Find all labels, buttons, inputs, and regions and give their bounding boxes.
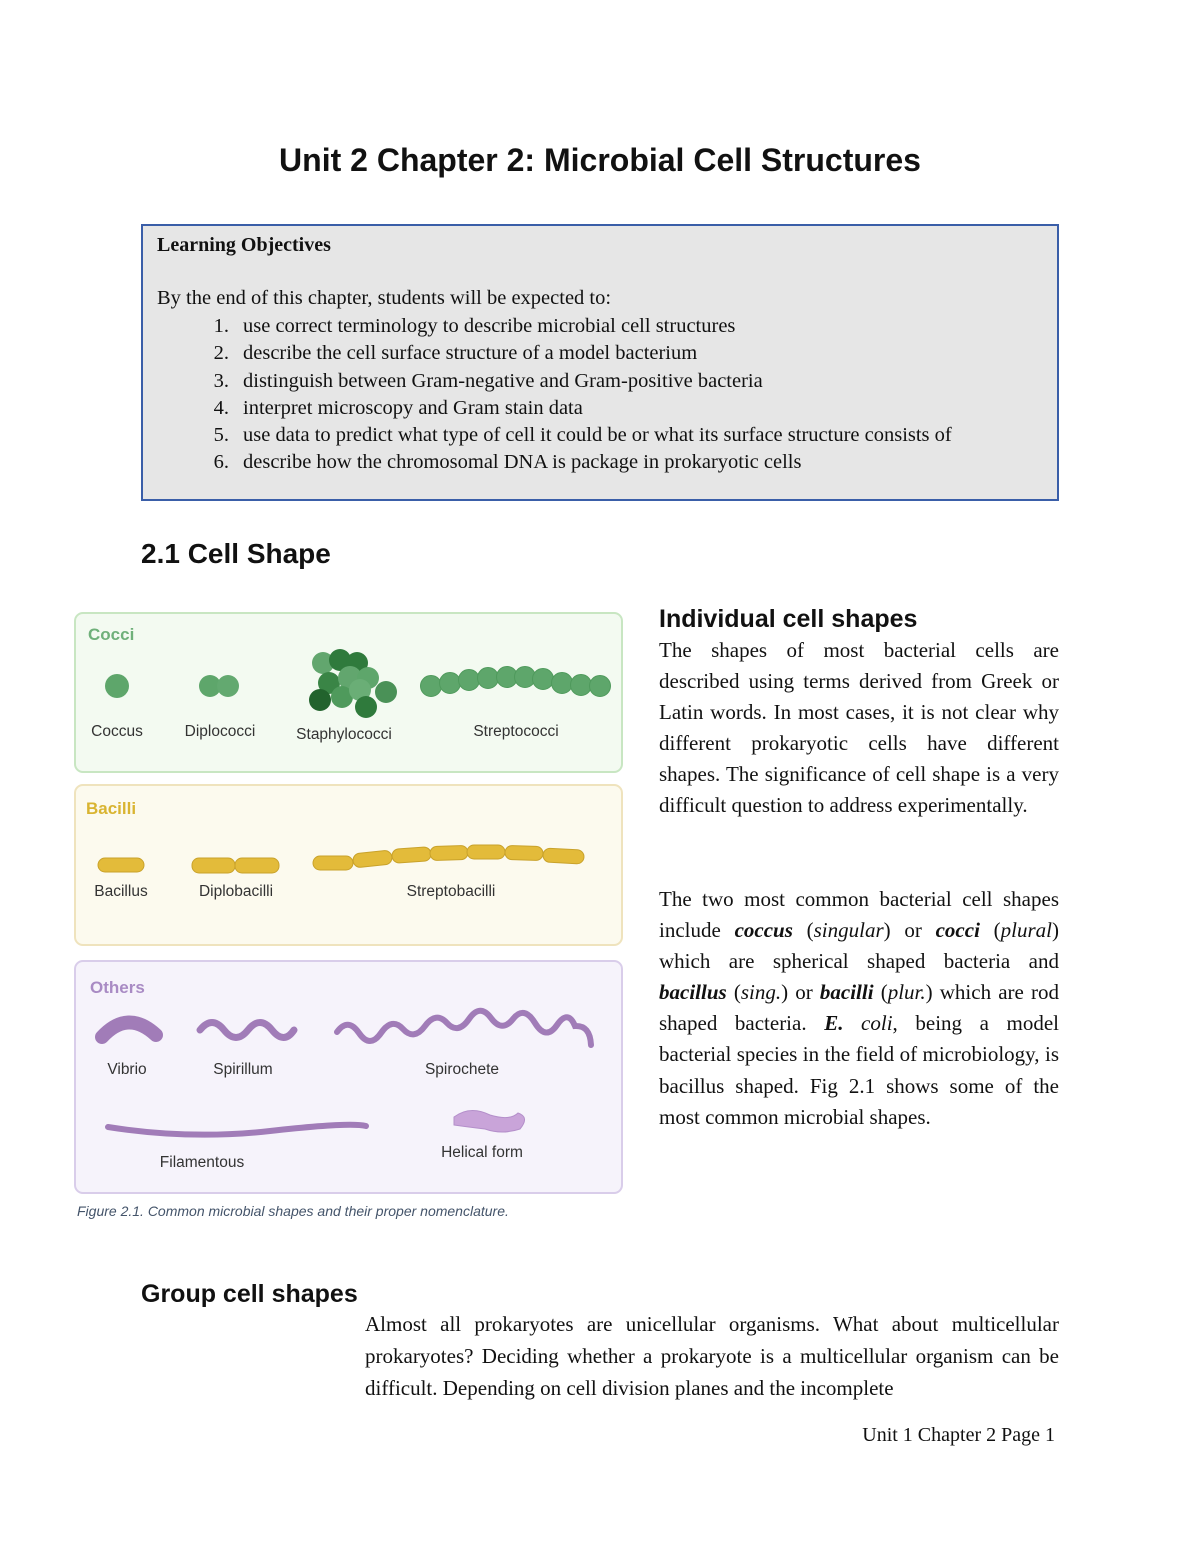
spirochete-label: Spirochete	[425, 1061, 499, 1078]
group-shapes-paragraph: Almost all prokaryotes are unicellular o…	[365, 1312, 1059, 1400]
streptococci-shape	[420, 666, 611, 697]
term-bacillus: bacillus	[659, 980, 727, 1005]
item-text: use data to predict what type of cell it…	[243, 424, 952, 447]
text-run: , being a model bacterial species in the…	[659, 1011, 1060, 1129]
text-run: (	[873, 980, 888, 1005]
staphylococci-shape	[309, 649, 397, 718]
item-text: distinguish between Gram-negative and Gr…	[243, 369, 763, 392]
item-number: 2.	[213, 342, 229, 365]
bacilli-title: Bacilli	[86, 799, 136, 818]
filamentous-label: Filamentous	[160, 1154, 245, 1171]
text-run: sing.	[740, 980, 782, 1005]
text-run: (	[726, 980, 741, 1005]
objectives-heading: Learning Objectives	[157, 234, 331, 256]
others-panel: Others Vibrio Spirillum Spirochete Filam…	[74, 960, 623, 1194]
spirillum-label: Spirillum	[213, 1061, 272, 1078]
individual-shapes-paragraph-1: The shapes of most bacterial cells are d…	[659, 638, 1059, 818]
text-run: The two most common bacterial cell shape…	[659, 887, 1059, 943]
objective-item: 6. describe how the chromosomal DNA is pa…	[157, 449, 952, 476]
text-run: ) which are rod shaped bacteria.	[659, 980, 1059, 1036]
objective-item: 5. use data to predict what type of cell …	[157, 422, 952, 449]
learning-objectives-box: Learning Objectives By the end of this c…	[141, 224, 1059, 501]
text-run: plur.	[887, 980, 926, 1005]
figure-caption: Figure 2.1. Common microbial shapes and …	[77, 1203, 509, 1219]
cocci-panel: Cocci Coccus Diplococci Staphylococci St…	[74, 612, 623, 773]
objectives-list: 1. use correct terminology to describe mi…	[157, 313, 952, 477]
bacilli-panel: Bacilli Bacillus Diplobacilli Streptobac…	[74, 784, 623, 946]
text-run: plural	[1000, 918, 1052, 943]
spirochete-shape	[334, 1007, 594, 1048]
text-run: ) which are spherical shaped bacteria an…	[659, 918, 1059, 974]
text-run	[843, 1011, 861, 1035]
streptobacilli-shape	[312, 844, 585, 871]
term-e: E.	[824, 1011, 844, 1036]
item-text: use correct terminology to describe micr…	[243, 315, 736, 337]
group-shapes-heading: Group cell shapes	[141, 1280, 358, 1308]
staphylococci-label: Staphylococci	[296, 726, 392, 743]
coccus-shape	[105, 674, 129, 698]
item-text: interpret microscopy and Gram stain data	[243, 396, 583, 419]
item-number: 4.	[213, 396, 229, 419]
filamentous-shape	[105, 1121, 369, 1138]
item-text: describe the cell surface structure of a…	[243, 342, 698, 365]
term-bacilli: bacilli	[819, 980, 874, 1005]
streptococci-label: Streptococci	[473, 723, 558, 740]
objective-item: 3. distinguish between Gram-negative and …	[157, 368, 952, 395]
helical-form-label: Helical form	[441, 1144, 523, 1161]
page-title: Unit 2 Chapter 2: Microbial Cell Structu…	[279, 142, 921, 178]
bacillus-shape	[97, 857, 145, 873]
individual-shapes-paragraph-2: The two most common bacterial cell shape…	[659, 884, 1059, 1133]
bacillus-label: Bacillus	[94, 883, 148, 900]
helical-form-shape	[453, 1110, 525, 1133]
diplococci-shape	[199, 675, 239, 697]
item-number: 6.	[213, 451, 229, 474]
streptobacilli-label: Streptobacilli	[407, 883, 496, 900]
objective-item: 4. interpret microscopy and Gram stain da…	[157, 395, 952, 422]
vibrio-label: Vibrio	[107, 1061, 146, 1078]
others-title: Others	[90, 978, 145, 997]
diplobacilli-shape	[191, 857, 280, 874]
cocci-title: Cocci	[88, 625, 134, 644]
figure-microbial-shapes: Cocci Coccus Diplococci Staphylococci St…	[74, 612, 623, 1219]
term-cocci: cocci	[935, 918, 980, 943]
term-coli: coli	[861, 1011, 893, 1036]
text-run: ) or	[781, 980, 820, 1005]
text-run: (	[792, 918, 814, 943]
spirillum-shape	[196, 1019, 298, 1041]
text-run: ) or	[883, 918, 936, 943]
diplobacilli-label: Diplobacilli	[199, 883, 273, 900]
item-number: 5.	[213, 424, 229, 447]
individual-shapes-heading: Individual cell shapes	[659, 605, 918, 633]
text-run: singular	[813, 918, 884, 943]
page-footer: Unit 1 Chapter 2 Page 1	[862, 1424, 1055, 1446]
objective-item: 1. use correct terminology to describe mi…	[157, 313, 952, 340]
objective-item: 2. describe the cell surface structure of…	[157, 340, 952, 367]
term-coccus: coccus	[734, 918, 793, 943]
text-run: (	[979, 918, 1001, 943]
item-number: 3.	[213, 369, 229, 392]
objectives-intro: By the end of this chapter, students wil…	[157, 287, 612, 309]
item-number: 1.	[213, 315, 229, 337]
diplococci-label: Diplococci	[185, 723, 256, 740]
vibrio-shape	[95, 1015, 163, 1044]
coccus-label: Coccus	[91, 723, 143, 740]
section-heading: 2.1 Cell Shape	[141, 538, 331, 569]
item-text: describe how the chromosomal DNA is pack…	[243, 451, 802, 474]
